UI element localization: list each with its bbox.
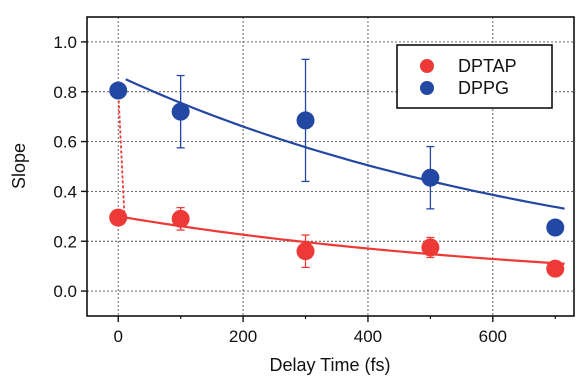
x-tick-label: 200 [229, 327, 257, 346]
point-dppg [421, 168, 440, 187]
x-tick-label: 400 [354, 327, 382, 346]
fit-curve-dppg [125, 78, 565, 210]
y-tick-label: 0.8 [53, 83, 77, 102]
legend-box [396, 44, 553, 109]
y-tick-label: 1.0 [53, 33, 77, 52]
connector-lines [117, 90, 126, 217]
legend: DPTAP DPPG [396, 44, 553, 109]
fit-curve-dptap [118, 215, 565, 265]
legend-marker-dppg [420, 81, 434, 95]
point-dptap [296, 242, 315, 261]
plot-frame [86, 16, 575, 317]
point-dppg [109, 81, 128, 100]
fit-curves [118, 78, 565, 265]
x-tick-label: 600 [479, 327, 507, 346]
tick-labels: 0 200 400 600 0.0 0.2 0.4 0.6 0.8 1.0 [53, 33, 507, 346]
axis-ticks [81, 41, 556, 322]
x-tick-label: 0 [113, 327, 122, 346]
y-tick-label: 0.4 [53, 182, 77, 201]
data-points [109, 81, 565, 278]
point-dptap [546, 259, 565, 278]
legend-label-dppg: DPPG [458, 78, 509, 98]
y-tick-label: 0.2 [53, 232, 77, 251]
legend-marker-dptap [420, 59, 434, 73]
y-tick-label: 0.0 [53, 282, 77, 301]
point-dptap [109, 208, 128, 227]
point-dptap [421, 238, 440, 257]
point-dppg [546, 218, 565, 237]
point-dppg [296, 111, 315, 130]
connector-line [117, 90, 126, 217]
x-axis-title: Delay Time (fs) [269, 355, 390, 375]
legend-label-dptap: DPTAP [458, 56, 517, 76]
point-dptap [171, 209, 190, 228]
y-tick-label: 0.6 [53, 133, 77, 152]
point-dppg [171, 102, 190, 121]
y-axis-title: Slope [9, 143, 29, 189]
